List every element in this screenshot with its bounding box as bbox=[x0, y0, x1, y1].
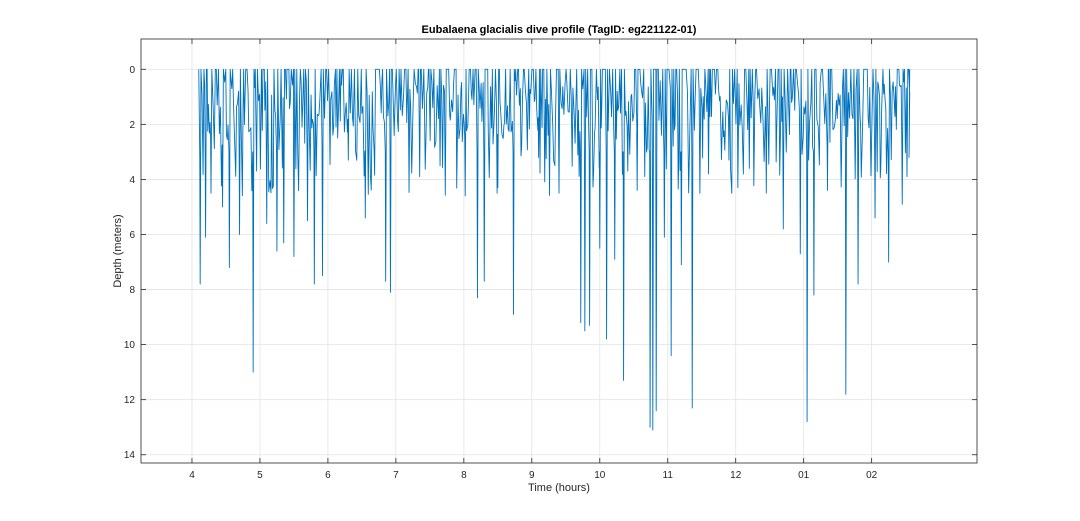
y-tick-labels: 0 2 4 6 8 10 12 14 bbox=[124, 65, 136, 461]
y-tick-label: 10 bbox=[124, 340, 136, 351]
y-tick-label: 6 bbox=[129, 230, 135, 241]
x-tick-label: 12 bbox=[730, 470, 742, 481]
x-tick-label: 8 bbox=[461, 470, 467, 481]
y-tick-label: 2 bbox=[129, 120, 135, 131]
series-line-depth bbox=[198, 68, 911, 431]
x-axis-label: Time (hours) bbox=[528, 482, 590, 494]
x-tick-label: 5 bbox=[257, 470, 263, 481]
y-tick-label: 8 bbox=[129, 285, 135, 296]
x-tick-label: 01 bbox=[798, 470, 810, 481]
y-tick-label: 12 bbox=[124, 395, 136, 406]
plot-frame bbox=[140, 38, 978, 464]
y-axis-label: Depth (meters) bbox=[112, 214, 124, 287]
x-tick-label: 10 bbox=[594, 470, 606, 481]
x-tick-label: 9 bbox=[529, 470, 535, 481]
y-tick-label: 0 bbox=[129, 65, 135, 76]
x-tick-label: 02 bbox=[866, 470, 878, 481]
chart-title: Eubalaena glacialis dive profile (TagID:… bbox=[422, 24, 697, 36]
x-tick-label: 6 bbox=[325, 470, 331, 481]
series-layer bbox=[198, 68, 911, 431]
grid-lines bbox=[141, 39, 977, 463]
x-tick-label: 11 bbox=[663, 470, 674, 481]
x-tick-label: 7 bbox=[393, 470, 399, 481]
x-tick-label: 4 bbox=[189, 470, 195, 481]
y-tick-label: 14 bbox=[124, 450, 136, 461]
x-tick-labels: 4 5 6 7 8 9 10 11 12 01 02 bbox=[189, 470, 877, 481]
y-tick-label: 4 bbox=[129, 175, 135, 186]
tick-marks bbox=[141, 39, 977, 463]
